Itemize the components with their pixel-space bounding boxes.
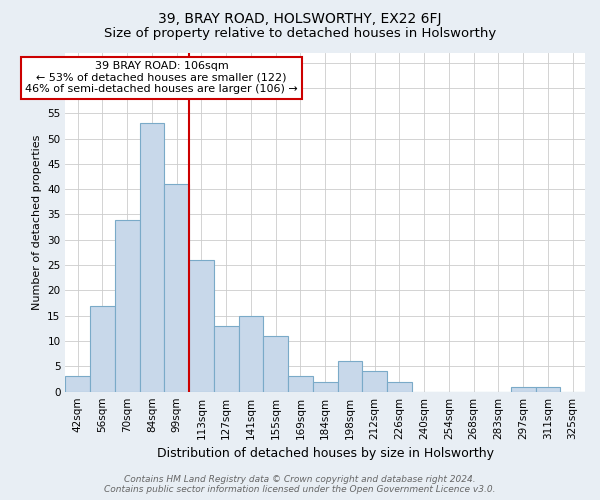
Bar	[263, 336, 288, 392]
Bar	[511, 386, 536, 392]
Bar	[189, 260, 214, 392]
Bar	[90, 306, 115, 392]
Bar	[387, 382, 412, 392]
Bar	[115, 220, 140, 392]
Bar	[65, 376, 90, 392]
Bar	[362, 372, 387, 392]
Text: Contains HM Land Registry data © Crown copyright and database right 2024.
Contai: Contains HM Land Registry data © Crown c…	[104, 474, 496, 494]
Bar	[140, 124, 164, 392]
Y-axis label: Number of detached properties: Number of detached properties	[32, 134, 41, 310]
Bar	[214, 326, 239, 392]
Text: Size of property relative to detached houses in Holsworthy: Size of property relative to detached ho…	[104, 28, 496, 40]
Bar	[313, 382, 338, 392]
Bar	[338, 362, 362, 392]
X-axis label: Distribution of detached houses by size in Holsworthy: Distribution of detached houses by size …	[157, 447, 494, 460]
Bar	[164, 184, 189, 392]
Bar	[288, 376, 313, 392]
Text: 39, BRAY ROAD, HOLSWORTHY, EX22 6FJ: 39, BRAY ROAD, HOLSWORTHY, EX22 6FJ	[158, 12, 442, 26]
Text: 39 BRAY ROAD: 106sqm
← 53% of detached houses are smaller (122)
46% of semi-deta: 39 BRAY ROAD: 106sqm ← 53% of detached h…	[25, 61, 298, 94]
Bar	[239, 316, 263, 392]
Bar	[536, 386, 560, 392]
